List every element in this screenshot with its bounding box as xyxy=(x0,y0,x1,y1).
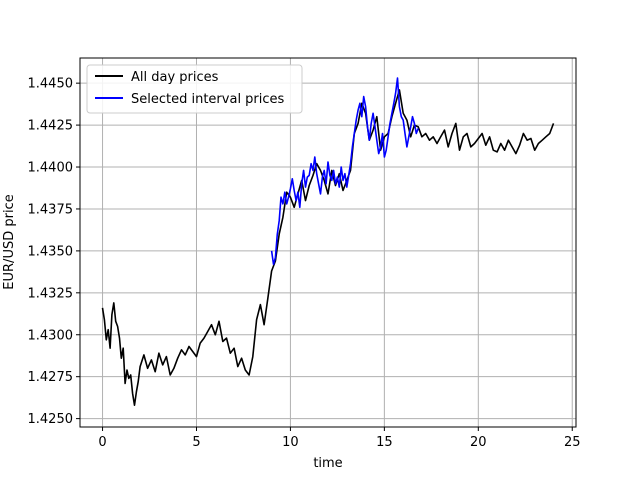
x-axis-ticks: 0 5 10 15 20 25 xyxy=(98,427,581,450)
grid-lines xyxy=(80,58,576,427)
y-tick-label: 1.4350 xyxy=(28,244,74,259)
legend-label-selected-interval: Selected interval prices xyxy=(131,92,285,107)
legend-label-all-day: All day prices xyxy=(131,70,219,85)
series-line-selected-interval-prices xyxy=(270,77,419,266)
y-tick-label: 1.4325 xyxy=(28,286,74,301)
x-axis-label: time xyxy=(313,456,342,471)
series-line-all-day-prices xyxy=(101,89,555,407)
x-tick-label: 10 xyxy=(282,435,299,450)
x-tick-label: 15 xyxy=(376,435,393,450)
y-tick-label: 1.4400 xyxy=(28,161,74,176)
x-tick-label: 25 xyxy=(564,435,581,450)
legend-box xyxy=(86,64,303,114)
plot-area-frame xyxy=(79,57,577,428)
y-axis-label: EUR/USD price xyxy=(2,194,17,289)
y-axis-ticks: 1.4250 1.4275 1.4300 1.4325 1.4350 1.4375 1.44… xyxy=(28,77,80,427)
x-tick-label: 0 xyxy=(98,435,106,450)
x-tick-label: 20 xyxy=(470,435,487,450)
y-tick-label: 1.4300 xyxy=(28,328,74,343)
y-tick-label: 1.4450 xyxy=(28,77,74,92)
y-tick-label: 1.4375 xyxy=(28,202,74,217)
y-tick-label: 1.4425 xyxy=(28,119,74,134)
y-tick-label: 1.4250 xyxy=(28,412,74,427)
legend: All day prices Selected interval prices xyxy=(86,64,303,114)
x-tick-label: 5 xyxy=(192,435,200,450)
plot-series xyxy=(101,77,555,407)
y-tick-label: 1.4275 xyxy=(28,370,74,385)
